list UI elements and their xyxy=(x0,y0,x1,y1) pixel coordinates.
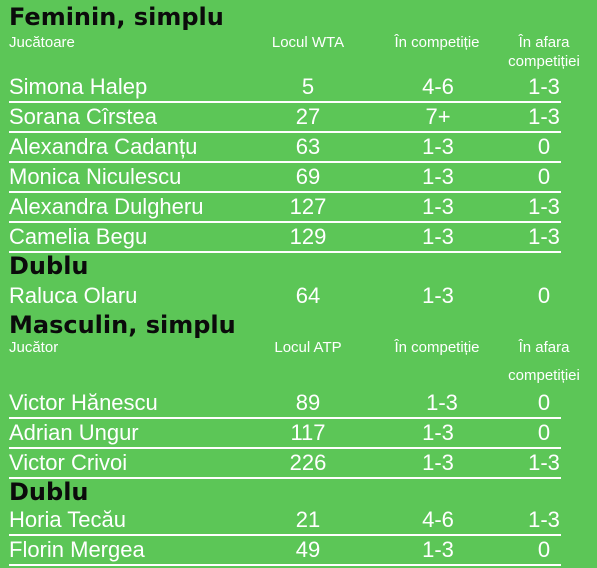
table-row: Monica Niculescu 69 1-3 0 xyxy=(0,163,597,193)
player-name: Victor Hănescu xyxy=(9,390,158,415)
header-out-competition-cont: competiției xyxy=(508,367,580,384)
table-row: Victor Crivoi 226 1-3 1-3 xyxy=(0,449,597,479)
player-name: Sorana Cîrstea xyxy=(9,104,157,129)
player-name: Horia Tecău xyxy=(9,507,126,532)
in-competition-value: 1-3 xyxy=(422,283,454,308)
player-name: Monica Niculescu xyxy=(9,164,182,189)
table-row: Florin Mergea 49 1-3 0 xyxy=(0,536,597,566)
row-divider xyxy=(9,564,561,566)
rank-value: 117 xyxy=(290,420,326,445)
table-row: Raluca Olaru 64 1-3 0 xyxy=(0,282,597,312)
rank-value: 129 xyxy=(289,224,327,249)
in-competition-value: 1-3 xyxy=(422,164,454,189)
player-name: Alexandra Dulgheru xyxy=(9,194,204,219)
player-name: Alexandra Cadanțu xyxy=(9,134,198,159)
out-competition-value: 0 xyxy=(537,537,551,562)
row-divider xyxy=(9,534,561,536)
player-name: Florin Mergea xyxy=(9,537,145,562)
out-competition-value: 1-3 xyxy=(528,507,560,532)
row-divider xyxy=(9,161,561,163)
out-competition-value: 1-3 xyxy=(528,74,560,99)
header-in-competition: În competiție xyxy=(394,339,480,356)
rank-value: 21 xyxy=(295,507,321,532)
out-competition-value: 1-3 xyxy=(528,450,560,475)
table-row: Victor Hănescu 89 1-3 0 xyxy=(0,389,597,419)
out-competition-value: 1-3 xyxy=(528,194,560,219)
header-player: Jucător xyxy=(9,339,59,356)
in-competition-value: 7+ xyxy=(425,104,451,129)
rank-value: 49 xyxy=(295,537,321,562)
table-row: Alexandra Cadanțu 63 1-3 0 xyxy=(0,133,597,163)
rank-value: 64 xyxy=(295,283,321,308)
row-divider xyxy=(9,221,561,223)
row-divider xyxy=(9,417,561,419)
header-out-competition: În afara xyxy=(518,339,570,356)
table-row: Alexandra Dulgheru 127 1-3 1-3 xyxy=(0,193,597,223)
in-competition-value: 4-6 xyxy=(422,74,454,99)
section-title-men-doubles: Dublu xyxy=(9,478,89,506)
row-divider xyxy=(9,191,561,193)
section-title-women-doubles: Dublu xyxy=(9,252,89,280)
out-competition-value: 0 xyxy=(537,164,551,189)
rank-value: 63 xyxy=(295,134,321,159)
header-out-competition-cont: competiției xyxy=(508,53,580,70)
player-name: Raluca Olaru xyxy=(9,283,138,308)
in-competition-value: 1-3 xyxy=(422,194,454,219)
rank-value: 89 xyxy=(295,390,321,415)
out-competition-value: 0 xyxy=(537,420,551,445)
row-divider xyxy=(9,131,561,133)
player-name: Camelia Begu xyxy=(9,224,148,249)
header-rank: Locul WTA xyxy=(271,34,345,51)
table-row: Adrian Ungur 117 1-3 0 xyxy=(0,419,597,449)
player-name: Simona Halep xyxy=(9,74,148,99)
table-row: Sorana Cîrstea 27 7+ 1-3 xyxy=(0,103,597,133)
row-divider xyxy=(9,477,561,479)
in-competition-value: 1-3 xyxy=(422,537,454,562)
in-competition-value: 1-3 xyxy=(422,134,454,159)
player-name: Adrian Ungur xyxy=(9,420,139,445)
section-title-men-singles: Masculin, simplu xyxy=(9,311,236,339)
out-competition-value: 1-3 xyxy=(528,104,560,129)
row-divider xyxy=(9,101,561,103)
player-name: Victor Crivoi xyxy=(9,450,128,475)
out-competition-value: 0 xyxy=(537,390,551,415)
header-player: Jucătoare xyxy=(9,34,75,51)
in-competition-value: 1-3 xyxy=(426,390,458,415)
in-competition-value: 1-3 xyxy=(422,450,454,475)
table-row: Camelia Begu 129 1-3 1-3 xyxy=(0,223,597,253)
out-competition-value: 0 xyxy=(537,134,551,159)
row-divider xyxy=(9,251,561,253)
row-divider xyxy=(9,447,561,449)
out-competition-value: 0 xyxy=(537,283,551,308)
table-row: Simona Halep 5 4-6 1-3 xyxy=(0,73,597,103)
section-title-women-singles: Feminin, simplu xyxy=(9,3,224,31)
rank-value: 226 xyxy=(289,450,327,475)
table-row: Horia Tecău 21 4-6 1-3 xyxy=(0,506,597,536)
rank-value: 5 xyxy=(301,74,315,99)
header-in-competition: În competiție xyxy=(394,34,480,51)
rank-value: 27 xyxy=(295,104,321,129)
header-rank: Locul ATP xyxy=(274,339,342,356)
rank-value: 69 xyxy=(295,164,321,189)
in-competition-value: 1-3 xyxy=(422,420,454,445)
header-out-competition: În afara xyxy=(518,34,570,51)
out-competition-value: 1-3 xyxy=(528,224,560,249)
in-competition-value: 4-6 xyxy=(422,507,454,532)
rank-value: 127 xyxy=(289,194,327,219)
in-competition-value: 1-3 xyxy=(422,224,454,249)
